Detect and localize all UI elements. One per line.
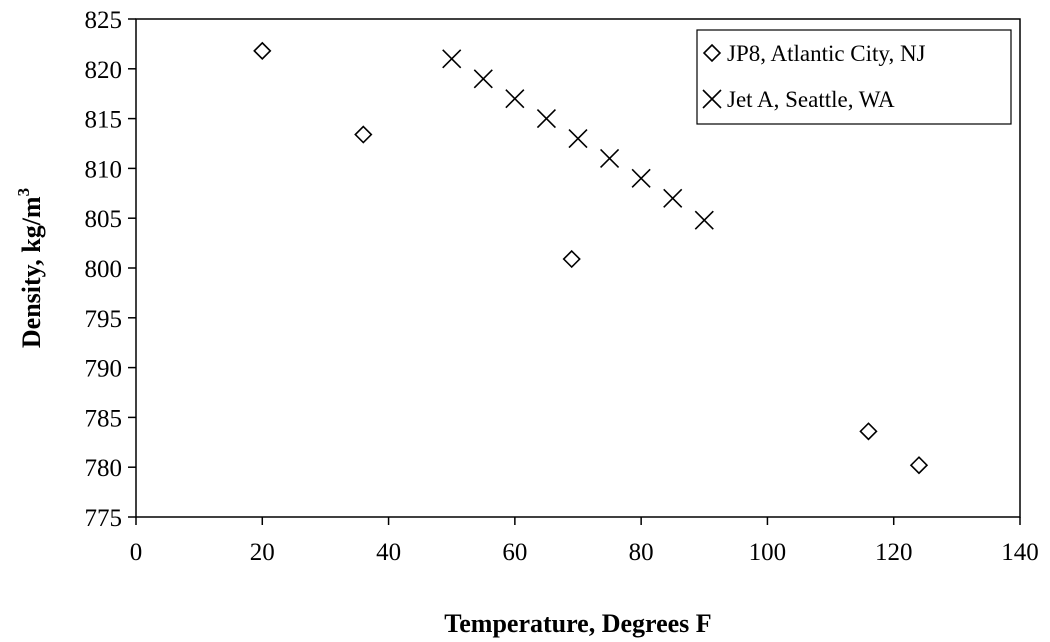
y-tick-label: 815 <box>85 107 123 134</box>
axes: 775 780 785 790 795 800 805 810 815 820 825 0 20 40 60… <box>85 7 1039 566</box>
x-tick-label: 120 <box>875 539 913 566</box>
y-tick-label: 780 <box>85 455 123 482</box>
jp8-data-point <box>909 456 929 475</box>
jet-a-data-point <box>568 128 588 149</box>
jet-a-data-point <box>536 109 556 129</box>
x-tick-label: 40 <box>376 539 401 566</box>
y-tick-label: 795 <box>85 306 123 333</box>
legend-label: Jet A, Seattle, WA <box>727 87 895 112</box>
jet-a-data-point <box>600 148 620 169</box>
y-tick-label: 805 <box>85 206 123 233</box>
legend-label: JP8, Atlantic City, NJ <box>727 41 926 66</box>
x-tick-label: 140 <box>1001 539 1039 566</box>
jet-a-data-point <box>473 69 493 89</box>
jp8-data-point <box>253 41 272 61</box>
jet-a-data-point <box>442 49 462 69</box>
jp8-data-point <box>354 125 373 144</box>
jet-a-data-point <box>663 188 683 208</box>
y-tick-label: 785 <box>85 405 123 432</box>
legend-marker <box>702 89 722 109</box>
y-tick-label: 825 <box>85 7 123 34</box>
y-axis-title: Density, kg/m3 <box>14 188 46 348</box>
jp8-data-point <box>562 249 581 269</box>
jet-a-data-point <box>694 210 714 230</box>
legend-marker <box>702 43 722 63</box>
x-axis-title: Temperature, Degrees F <box>444 609 711 638</box>
y-tick-label: 800 <box>85 256 123 283</box>
jp8-data-point <box>859 422 878 441</box>
jet-a-data-point <box>505 89 525 109</box>
legend: JP8, Atlantic City, NJ Jet A, Seattle, WA <box>696 29 1012 125</box>
legend-box <box>696 29 1012 125</box>
y-tick-label: 810 <box>85 156 123 183</box>
x-tick-label: 0 <box>130 539 143 566</box>
x-tick-label: 20 <box>250 539 275 566</box>
jet-a-data-point <box>631 168 651 188</box>
data-marks <box>253 41 929 475</box>
y-tick-label: 775 <box>85 505 123 532</box>
x-tick-label: 100 <box>749 539 787 566</box>
x-tick-label: 60 <box>502 539 527 566</box>
y-tick-label: 790 <box>85 356 123 383</box>
x-tick-label: 80 <box>629 539 654 566</box>
y-tick-label: 820 <box>85 57 123 84</box>
